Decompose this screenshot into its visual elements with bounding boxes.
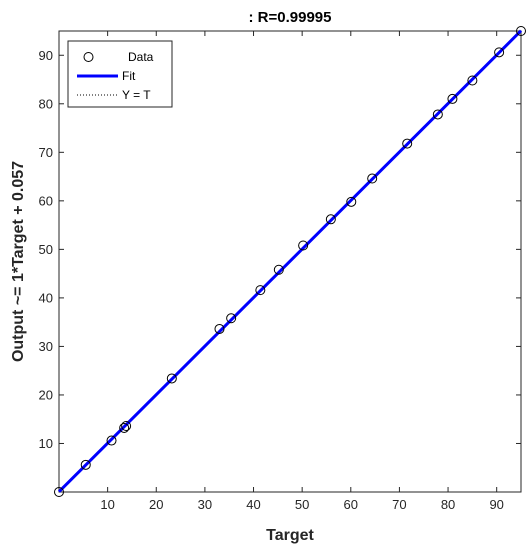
data-point — [226, 313, 237, 324]
data-point — [447, 93, 458, 104]
data-point — [273, 264, 284, 275]
data-point — [432, 109, 443, 120]
data-point — [494, 47, 505, 58]
ticks-layer: 10 20 30 40 50 60 70 80 90 10 20 30 40 50 60 70 80 90 — [39, 31, 521, 512]
data-point — [121, 421, 132, 432]
y-tick-label: 70 — [39, 145, 53, 160]
x-tick-label: 70 — [392, 497, 406, 512]
y-tick-label: 40 — [39, 290, 53, 305]
x-tick-label: 50 — [295, 497, 309, 512]
data-point — [255, 285, 266, 296]
data-point — [516, 26, 526, 36]
y-tick-label: 90 — [39, 48, 53, 63]
y-tick-label: 20 — [39, 387, 53, 402]
data-point — [214, 323, 225, 334]
data-point — [119, 422, 130, 433]
legend-box — [67, 40, 173, 108]
legend-marker-data — [83, 52, 94, 62]
legend: Data Fit Y = T — [67, 40, 173, 108]
legend-label-yt: Y = T — [122, 88, 151, 102]
chart-title: : R=0.99995 — [249, 9, 332, 26]
x-axis-title: Target — [266, 527, 314, 544]
series-layer — [54, 26, 526, 497]
y-tick-label: 80 — [39, 96, 53, 111]
x-tick-label: 30 — [198, 497, 212, 512]
data-point — [54, 487, 64, 497]
data-point — [80, 459, 91, 470]
legend-label-fit: Fit — [122, 69, 136, 83]
legend-label-data: Data — [128, 50, 154, 64]
data-point — [106, 435, 117, 446]
y-tick-label: 50 — [39, 242, 53, 257]
data-point — [325, 214, 336, 225]
x-tick-label: 40 — [246, 497, 260, 512]
x-tick-label: 90 — [489, 497, 503, 512]
y-tick-label: 10 — [39, 436, 53, 451]
x-tick-label: 60 — [344, 497, 358, 512]
x-tick-label: 20 — [149, 497, 163, 512]
data-point — [402, 138, 413, 149]
y-axis-title: Output ~= 1*Target + 0.057 — [10, 161, 27, 362]
y-tick-label: 30 — [39, 339, 53, 354]
data-point — [346, 196, 357, 207]
x-tick-label: 10 — [100, 497, 114, 512]
data-point — [367, 173, 378, 184]
y-tick-label: 60 — [39, 193, 53, 208]
data-point — [166, 373, 177, 384]
fit-line — [57, 29, 523, 493]
data-point — [298, 240, 309, 251]
x-tick-label: 80 — [441, 497, 455, 512]
data-point — [467, 75, 478, 86]
